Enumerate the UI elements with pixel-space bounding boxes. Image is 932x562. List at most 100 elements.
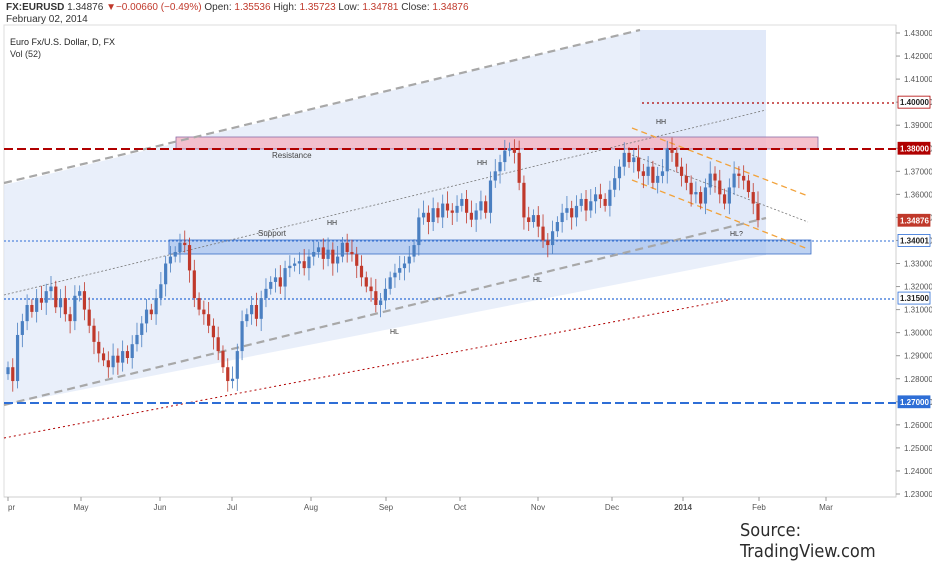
x-tick-label: pr [8,503,15,512]
candle-body [149,309,153,315]
candle-body [54,286,58,308]
candle-body [527,217,531,223]
candle-body [92,325,96,342]
candle-body [550,231,555,246]
candle-body [44,291,48,303]
candle-body [474,210,478,220]
falling-channel-mid [631,154,809,223]
symbol-label: FX:EURUSD [6,2,65,13]
candle-body [570,208,574,218]
candle-body [321,247,325,259]
y-tick-label: 1.31000 [904,306,932,315]
candle-body [140,323,144,335]
candle-body [226,367,230,382]
candle-body [106,360,110,368]
price-tag-label: 1.38000 [900,144,929,153]
candle-body [130,344,134,359]
price-tag-box [897,395,931,409]
candle-body [584,198,588,211]
candle-body [555,222,559,232]
candle-body [522,182,526,218]
candle-body [97,341,101,354]
candle-body [350,251,354,255]
candle-body [15,334,20,382]
symbol-header: FX:EURUSD 1.34876 ▼−0.00660 (−0.49%) Ope… [6,2,469,14]
open-value: 1.35536 [234,2,271,13]
candle-body [230,378,235,382]
candle-body [574,205,579,218]
candle-body [493,171,497,181]
candle-body [87,309,91,326]
candle-body [35,298,39,312]
low-value: 1.34781 [362,2,399,13]
candle-body [216,337,220,352]
candle-body [340,242,344,257]
candle-body [512,148,516,153]
x-tick-label: 2014 [674,503,692,512]
candle-body [608,189,612,206]
candle-body [359,265,364,278]
candle-body [560,212,564,223]
y-tick-label: 1.39000 [904,121,932,130]
candle-body [316,247,321,252]
resistance-zone [175,136,819,150]
candle-body [436,208,440,218]
candle-body [441,203,445,218]
candle-body [331,249,335,264]
time-axis: pr May Jun Jul Aug Sep Oct Nov Dec 2014 Feb Mar [7,497,833,512]
chart-date: February 02, 2014 [6,14,88,25]
x-tick-label: Mar [819,503,833,512]
candles [6,137,760,392]
candle-body [689,182,693,195]
candle-body [154,298,158,315]
x-tick-label: Nov [531,503,545,512]
volume-legend: Vol (52) [10,49,42,59]
support-label: Support [258,229,287,238]
candle-body [250,304,254,315]
candle-body [751,192,755,204]
candle-body [431,208,435,223]
resistance-label: Resistance [272,151,312,160]
candle-body [531,215,536,223]
close-value: 1.34876 [432,2,469,13]
candle-body [288,265,292,269]
price-tags: 1.40000 1.38000 1.34876 1.34001 1.31500 1.270… [897,95,931,409]
candle-body [297,261,302,264]
channel-upper-line [3,28,641,185]
candle-body [164,263,168,285]
candle-body [259,298,263,319]
candle-body [646,166,650,176]
candle-body [536,215,540,227]
y-tick-label: 1.28000 [904,375,932,384]
candle-body [613,178,617,190]
high-label: High: [273,2,297,13]
y-tick-label: 1.33000 [904,260,932,269]
candle-body [178,242,182,252]
x-tick-label: Sep [379,503,394,512]
hh-label-3: HH [656,119,666,126]
candle-body [135,334,139,345]
price-chart[interactable]: Resistance Support HH HH HH HL HL HL? 1.… [0,0,932,550]
candle-body [660,171,665,176]
candle-body [283,268,287,287]
candle-body [703,187,708,204]
x-tick-label: Feb [752,503,766,512]
candle-body [651,166,655,183]
candle-body [718,180,722,195]
y-tick-label: 1.29000 [904,352,932,361]
candle-body [708,173,712,188]
candle-body [159,284,163,299]
x-tick-label: Oct [454,503,467,512]
candle-body [278,277,282,287]
last-price: 1.34876 [67,2,104,13]
price-change: ▼−0.00660 (−0.49%) [106,2,202,13]
candle-body [565,208,569,213]
candle-body [240,321,244,352]
hl-label-3: HL? [730,231,743,238]
candle-body [11,367,15,382]
price-tag-box [897,213,931,227]
candle-body [63,298,67,315]
x-tick-label: May [73,503,88,512]
candle-body [589,201,593,211]
candle-body [269,281,273,289]
